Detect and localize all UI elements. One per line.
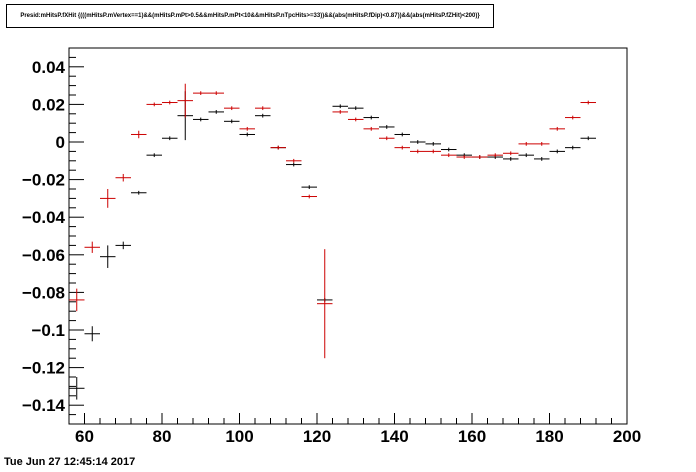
- data-point: [472, 155, 488, 159]
- data-point: [146, 153, 162, 158]
- data-point: [441, 147, 457, 152]
- y-tick-label: −0.04: [22, 208, 66, 227]
- data-point: [239, 132, 255, 137]
- data-point: [162, 100, 178, 105]
- data-point: [286, 158, 302, 163]
- data-point: [84, 326, 100, 342]
- data-point: [410, 140, 426, 144]
- data-point: [441, 153, 457, 158]
- data-point: [208, 110, 224, 114]
- x-tick-label: 140: [380, 427, 408, 446]
- data-point: [270, 145, 286, 150]
- data-point: [69, 288, 85, 312]
- data-point: [100, 189, 116, 208]
- y-tick-label: −0.06: [22, 246, 65, 265]
- chart-title: Presid:mHitsP.fXHit {(((mHitsP.mVertex==…: [6, 4, 494, 28]
- data-point: [239, 126, 255, 131]
- data-point: [565, 115, 581, 120]
- data-point: [580, 136, 596, 141]
- data-point: [332, 104, 348, 109]
- data-point: [379, 125, 395, 129]
- x-axis: 60 80 100 120 140 160 180 200: [68, 413, 641, 446]
- x-tick-label: 60: [75, 427, 94, 446]
- data-point: [394, 145, 410, 150]
- data-point: [131, 190, 147, 195]
- data-point: [146, 102, 162, 107]
- data-point: [84, 241, 100, 253]
- data-point: [115, 241, 131, 250]
- data-point: [224, 106, 240, 111]
- y-axis: −0.14 −0.12 −0.1 −0.08 −0.06 −0.04 −0.02 0 0.02 0…: [22, 47, 84, 425]
- y-tick-label: 0.04: [32, 58, 66, 77]
- series-1: [69, 83, 596, 359]
- data-point: [301, 194, 317, 199]
- data-point: [549, 126, 565, 131]
- data-point: [69, 377, 85, 400]
- data-point: [410, 149, 426, 154]
- y-tick-label: 0: [56, 133, 65, 152]
- data-point: [363, 115, 379, 120]
- data-point: [363, 126, 379, 131]
- x-tick-label: 200: [613, 427, 641, 446]
- data-point: [580, 100, 596, 105]
- x-tick-label: 180: [535, 427, 563, 446]
- data-point: [518, 142, 534, 146]
- series-0: [69, 91, 596, 400]
- y-tick-label: −0.14: [22, 396, 66, 415]
- data-point: [348, 117, 364, 122]
- data-point: [317, 249, 333, 359]
- data-point: [534, 142, 550, 146]
- data-point: [379, 136, 395, 141]
- data-point: [301, 185, 317, 189]
- data-point: [348, 106, 364, 111]
- series-layer: [69, 83, 596, 400]
- data-point: [565, 145, 581, 150]
- data-point: [518, 153, 534, 158]
- data-point: [425, 142, 441, 146]
- data-point: [503, 151, 519, 156]
- data-point: [115, 173, 131, 182]
- x-tick-label: 80: [153, 427, 172, 446]
- data-point: [208, 91, 224, 95]
- x-tick-label: 100: [225, 427, 253, 446]
- data-point: [394, 132, 410, 137]
- y-tick-label: −0.08: [22, 283, 65, 302]
- data-point: [255, 113, 271, 118]
- data-point: [425, 149, 441, 154]
- y-tick-label: −0.02: [22, 171, 65, 190]
- y-tick-label: −0.1: [31, 321, 65, 340]
- timestamp-footer: Tue Jun 27 12:45:14 2017: [4, 456, 136, 468]
- data-point: [255, 106, 271, 111]
- y-tick-label: 0.02: [32, 95, 65, 114]
- x-tick-label: 120: [303, 427, 331, 446]
- x-tick-label: 160: [458, 427, 486, 446]
- data-point: [131, 130, 147, 139]
- data-point: [456, 155, 472, 159]
- data-point: [224, 119, 240, 124]
- data-point: [177, 83, 193, 118]
- data-point: [100, 245, 116, 268]
- data-point: [503, 157, 519, 161]
- y-tick-label: −0.12: [22, 359, 65, 378]
- data-point: [162, 136, 178, 141]
- data-point: [193, 117, 209, 122]
- data-point: [193, 91, 209, 95]
- data-point: [286, 162, 302, 167]
- data-point: [332, 110, 348, 114]
- data-point: [534, 157, 550, 161]
- data-point: [487, 153, 503, 158]
- data-point: [549, 149, 565, 154]
